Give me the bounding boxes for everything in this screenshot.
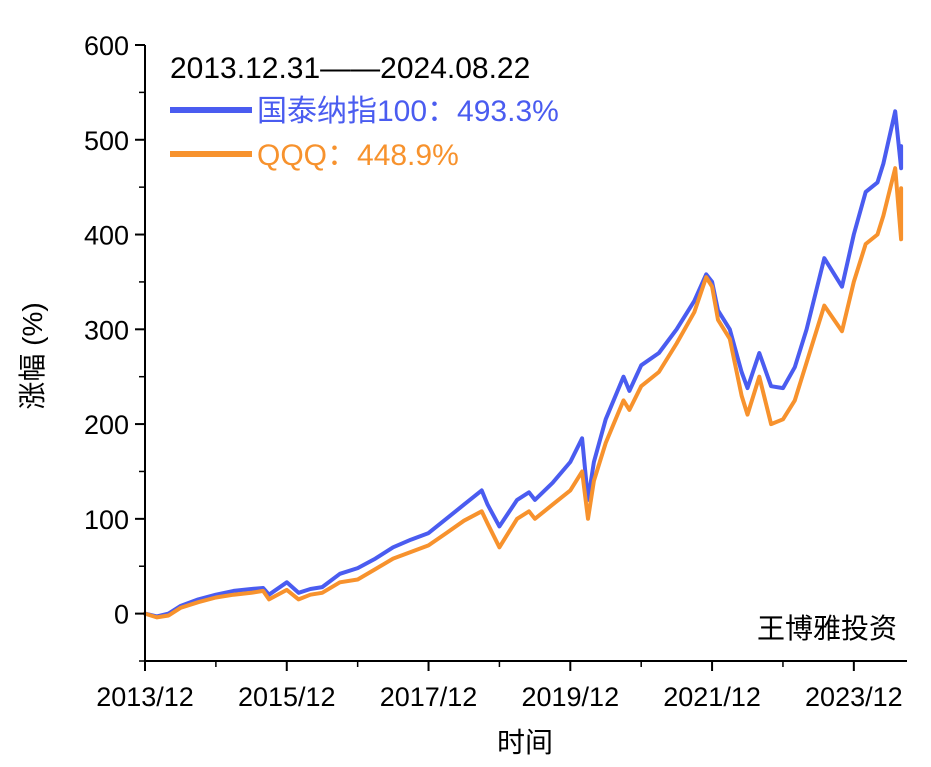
series-line-nasdaq100	[143, 109, 904, 619]
x-tick-label: 2017/12	[380, 682, 478, 712]
x-axis-title: 时间	[497, 727, 553, 758]
x-tick-label: 2015/12	[238, 682, 336, 712]
y-tick-label: 400	[84, 221, 129, 251]
legend-label-qqq: QQQ：448.9%	[257, 139, 459, 172]
y-tick-label: 500	[84, 126, 129, 156]
x-tick-label: 2021/12	[663, 682, 761, 712]
legend: 2013.12.31——2024.08.22 国泰纳指100：493.3% QQ…	[170, 52, 559, 172]
x-tick-label: 2023/12	[805, 682, 903, 712]
legend-date-range: 2013.12.31——2024.08.22	[170, 52, 530, 85]
x-axis-ticks: 2013/12 2015/12 2017/12 2019/12 2021/12 2023/…	[96, 661, 903, 712]
y-tick-label: 600	[84, 31, 129, 61]
watermark: 王博雅投资	[757, 613, 897, 644]
plot-area	[143, 109, 904, 620]
series-line-qqq	[143, 166, 904, 620]
y-tick-label: 200	[84, 410, 129, 440]
series-layer	[143, 109, 904, 620]
legend-label-nasdaq100: 国泰纳指100：493.3%	[257, 95, 559, 128]
y-axis-title: 涨幅 (%)	[17, 302, 48, 409]
y-axis-ticks: 0 100 200 300 400 500 600	[84, 31, 145, 662]
y-tick-label: 0	[114, 600, 129, 630]
x-tick-label: 2013/12	[96, 682, 194, 712]
y-tick-label: 300	[84, 315, 129, 345]
x-tick-label: 2019/12	[521, 682, 619, 712]
y-tick-label: 100	[84, 505, 129, 535]
